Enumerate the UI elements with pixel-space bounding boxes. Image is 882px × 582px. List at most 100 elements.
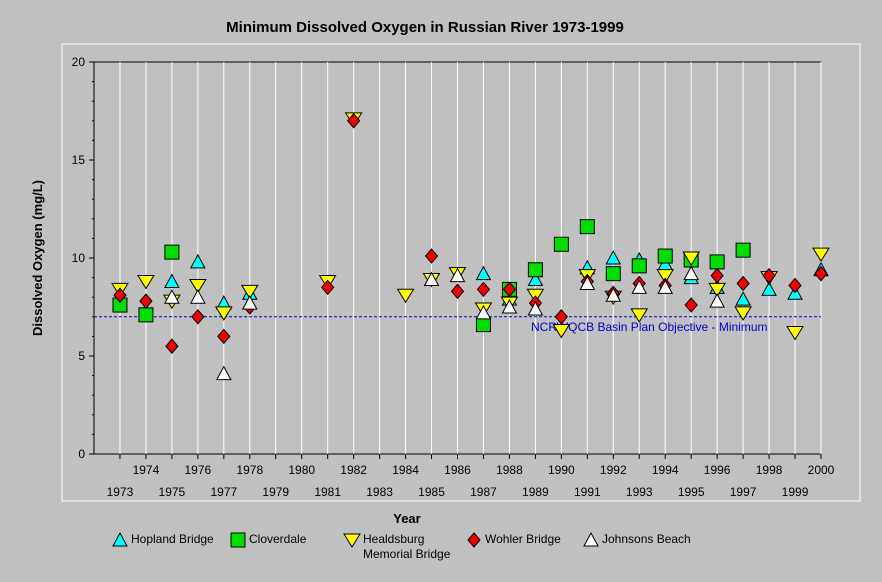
data-point-cloverdale [475, 317, 491, 333]
x-tick-label: 1984 [392, 463, 419, 477]
legend-item-cloverdale: Cloverdale [230, 532, 307, 548]
data-point-johnsons-beach [631, 279, 648, 294]
legend-marker-wohler-bridge [467, 532, 481, 548]
legend-item-hopland-bridge: Hopland Bridge [112, 531, 214, 547]
x-tick-label: 1983 [366, 485, 393, 499]
data-point-johnsons-beach [241, 295, 258, 310]
x-tick-label: 1976 [185, 463, 212, 477]
data-point-wohler-bridge [321, 279, 335, 296]
data-point-wohler-bridge [710, 267, 724, 284]
objective-line-label: NCRWQCB Basin Plan Objective - Minimum [531, 320, 768, 334]
x-tick-label: 1990 [548, 463, 575, 477]
data-point-wohler-bridge [191, 309, 205, 325]
x-tick-label: 1977 [210, 485, 237, 499]
x-tick-label: 1982 [340, 463, 367, 477]
objective-line: NCRWQCB Basin Plan Objective - Minimum [94, 316, 821, 334]
y-tick-label: 5 [78, 349, 85, 363]
data-point-hopland-bridge [605, 249, 622, 265]
data-point-wohler-bridge [788, 277, 802, 294]
data-point-healdsburg-memorial-bridge [630, 308, 649, 323]
data-point-cloverdale [631, 258, 647, 274]
data-point-cloverdale [579, 219, 595, 235]
legend-label: Wohler Bridge [485, 532, 561, 546]
x-tick-label: 1980 [288, 463, 315, 477]
data-point-wohler-bridge [424, 248, 439, 264]
data-point-hopland-bridge [761, 281, 777, 296]
data-points [111, 112, 830, 381]
x-tick-label: 2000 [808, 463, 835, 477]
data-point-johnsons-beach [501, 298, 518, 314]
data-point-johnsons-beach [605, 287, 622, 302]
data-point-wohler-bridge [450, 283, 465, 300]
data-point-healdsburg-memorial-bridge [396, 288, 415, 304]
x-tick-label: 1995 [678, 485, 705, 499]
data-point-healdsburg-memorial-bridge [812, 247, 830, 263]
data-point-wohler-bridge [814, 265, 828, 282]
y-tick-label: 20 [72, 55, 86, 69]
legend-marker-hopland-bridge [112, 531, 128, 547]
data-point-johnsons-beach [683, 265, 700, 281]
data-point-wohler-bridge [139, 293, 153, 309]
x-tick-label: 1999 [782, 485, 809, 499]
y-axis-label: Dissolved Oxygen (mg/L) [30, 180, 45, 336]
x-axis: 1974 1976 1978 1980 1982 1984 1986 1988 1990 1992… [107, 454, 835, 499]
data-point-healdsburg-memorial-bridge [682, 251, 701, 266]
data-point-healdsburg-memorial-bridge [734, 306, 753, 321]
x-tick-label: 1987 [470, 485, 497, 499]
data-point-johnsons-beach [709, 293, 725, 308]
legend: Hopland Bridge Cloverdale HealdsburgMemori… [112, 531, 691, 561]
data-point-johnsons-beach [475, 304, 492, 320]
data-point-johnsons-beach [657, 279, 674, 294]
data-point-hopland-bridge [527, 271, 544, 287]
series-johnsons-beach [164, 265, 725, 381]
legend-item-johnsons-beach: Johnsons Beach [583, 531, 691, 547]
legend-label: Hopland Bridge [131, 532, 214, 546]
y-tick-label: 0 [78, 447, 85, 461]
chart-title: Minimum Dissolved Oxygen in Russian Rive… [226, 19, 624, 36]
x-axis-label: Year [393, 511, 420, 526]
data-point-wohler-bridge [113, 287, 127, 304]
legend-label: Memorial Bridge [363, 547, 451, 561]
data-point-wohler-bridge [684, 297, 698, 313]
y-tick-label: 10 [72, 251, 86, 265]
x-tick-label: 1974 [133, 463, 160, 477]
x-tick-label: 1986 [444, 463, 471, 477]
data-point-hopland-bridge [475, 265, 492, 281]
y-tick-label: 15 [72, 153, 86, 167]
data-point-wohler-bridge [502, 281, 517, 298]
data-point-hopland-bridge [164, 273, 180, 289]
x-tick-label: 1975 [159, 485, 186, 499]
data-point-johnsons-beach [527, 300, 544, 316]
data-point-cloverdale [657, 248, 673, 264]
data-point-cloverdale [553, 236, 569, 252]
data-point-wohler-bridge [346, 113, 361, 129]
legend-label: Johnsons Beach [602, 532, 691, 546]
series-cloverdale [112, 219, 751, 333]
data-point-cloverdale [709, 254, 725, 270]
x-tick-label: 1985 [418, 485, 445, 499]
data-point-cloverdale [138, 307, 154, 323]
legend-label: Cloverdale [249, 532, 307, 546]
x-tick-label: 1978 [236, 463, 263, 477]
data-point-cloverdale [527, 262, 543, 278]
x-tick-label: 1989 [522, 485, 549, 499]
y-axis: 0 5 10 15 20 [72, 55, 94, 461]
data-point-cloverdale [164, 244, 180, 260]
data-point-healdsburg-memorial-bridge [786, 325, 804, 341]
x-tick-label: 1993 [626, 485, 653, 499]
data-point-cloverdale [735, 242, 751, 258]
data-point-wohler-bridge [217, 328, 231, 345]
data-point-hopland-bridge [735, 291, 751, 306]
data-point-cloverdale [605, 266, 621, 282]
data-point-healdsburg-memorial-bridge [240, 284, 259, 300]
legend-label: Healdsburg [363, 532, 424, 546]
data-point-healdsburg-memorial-bridge [188, 278, 207, 294]
x-tick-label: 1988 [496, 463, 523, 477]
legend-marker-healdsburg-memorial-bridge [343, 533, 361, 548]
data-point-wohler-bridge [165, 338, 179, 354]
x-tick-label: 1973 [107, 485, 134, 499]
data-point-wohler-bridge [736, 275, 750, 292]
legend-marker-johnsons-beach [583, 531, 599, 547]
data-point-wohler-bridge [762, 267, 776, 284]
